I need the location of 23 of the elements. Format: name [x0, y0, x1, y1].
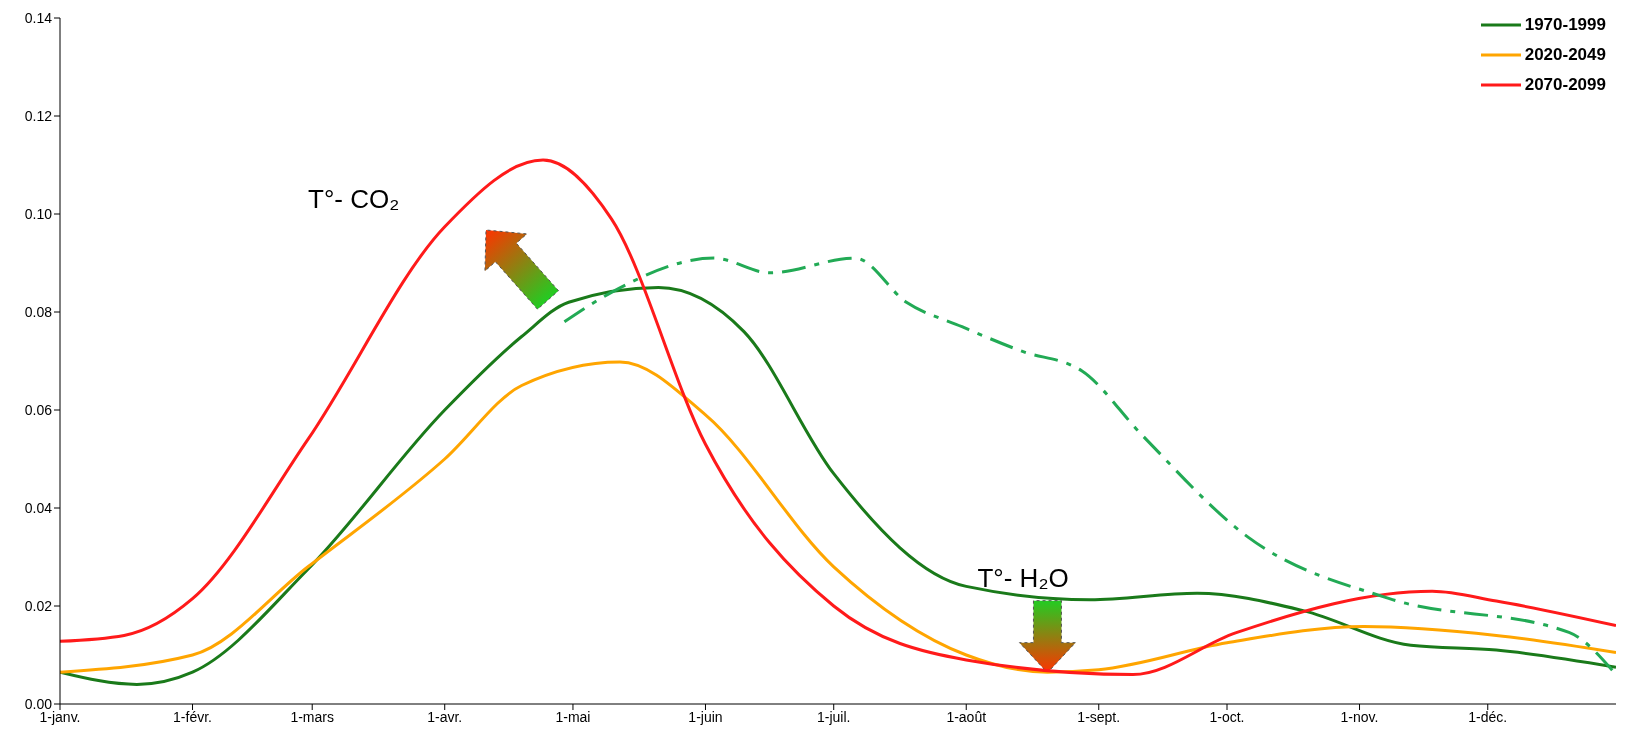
x-tick-label: 1-déc.	[1468, 708, 1508, 725]
x-tick-label: 1-nov.	[1340, 708, 1379, 725]
y-tick-label: 0.14	[24, 9, 53, 26]
y-tick-label: 0.02	[24, 597, 53, 614]
x-tick-label: 1-févr.	[173, 708, 212, 725]
y-tick-label: 0.08	[24, 303, 53, 320]
x-tick-label: 1-oct.	[1209, 708, 1245, 725]
legend-label: 2020-2049	[1524, 45, 1606, 65]
x-tick-label: 1-juin	[688, 708, 723, 725]
y-tick-label: 0.06	[24, 401, 53, 418]
x-tick-label: 1-mars	[290, 708, 334, 725]
x-tick-label: 1-mai	[555, 708, 591, 725]
legend-label: 2070-2099	[1524, 75, 1606, 95]
y-tick-label: 0.10	[24, 205, 53, 222]
x-tick-label: 1-avr.	[427, 708, 463, 725]
x-tick-label: 1-juil.	[816, 708, 851, 725]
y-tick-label: 0.04	[24, 499, 53, 516]
x-tick-label: 1-août	[946, 708, 987, 725]
x-tick-label: 1-sept.	[1077, 708, 1121, 725]
y-tick-label: 0.12	[24, 107, 53, 124]
annotation: T°- CO₂	[308, 184, 400, 214]
annotation: T°- H₂O	[977, 562, 1069, 593]
legend-label: 1970-1999	[1524, 15, 1606, 35]
